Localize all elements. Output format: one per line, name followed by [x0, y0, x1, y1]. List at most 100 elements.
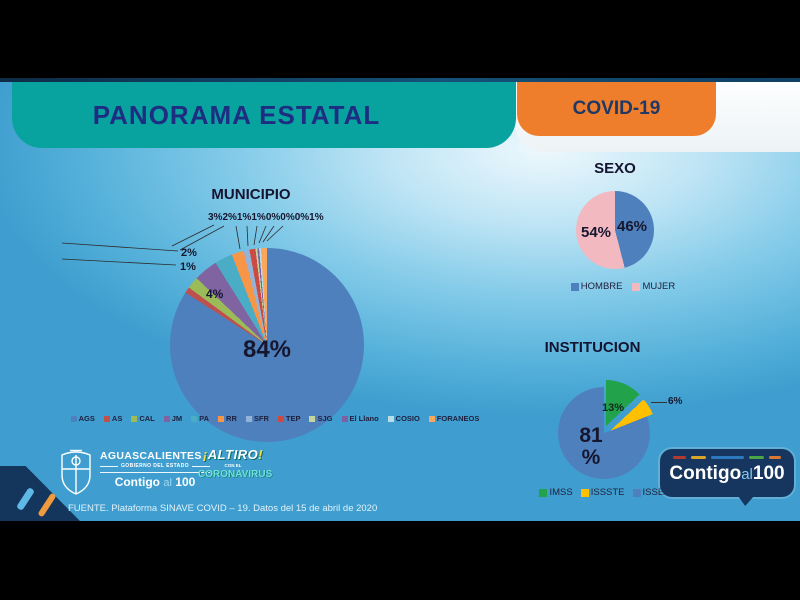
legend-swatch-icon	[103, 415, 110, 422]
municipio-chart-title: MUNICIPIO	[211, 186, 291, 203]
badge-contigo-word: Contigo	[669, 463, 742, 484]
institucion-slice-issste	[564, 385, 656, 477]
badge-dash-yellow	[691, 456, 706, 459]
legend-label: FORANEOS	[436, 414, 480, 423]
legend-label: AGS	[78, 414, 95, 423]
source-text: FUENTE. Plataforma SINAVE COVID – 19. Da…	[68, 503, 378, 514]
legend-label: SFR	[253, 414, 269, 423]
municipio-small-slice-label: 3%	[208, 212, 223, 223]
legend-swatch-icon	[632, 282, 641, 291]
altiro-con-el: CON EL	[224, 463, 242, 468]
legend-swatch-icon	[131, 415, 138, 422]
municipio-small-slice-label: 1%	[236, 212, 252, 223]
institucion-issste-label: 6%	[668, 396, 683, 407]
government-name: AGUASCALIENTES	[100, 450, 202, 462]
municipio-left-label-bottom: 1%	[180, 261, 196, 273]
municipio-top-labels: 3% 2% 1% 1% 0% 0% 0% 1%	[208, 212, 324, 223]
institucion-leader-line	[651, 402, 667, 404]
main-banner: PANORAMA ESTATAL	[12, 82, 516, 148]
legend-label: ISSSTE	[590, 487, 625, 498]
badge-dash-red	[673, 456, 686, 459]
altiro-title: ¡ALTIRO!	[198, 447, 268, 462]
legend-swatch-icon	[70, 415, 77, 422]
contigo-al-100-badge: Contigoal100	[660, 449, 794, 506]
badge-dashes	[660, 456, 794, 459]
municipio-small-slice-label: 0%	[265, 212, 281, 223]
legend-label: CAL	[139, 414, 155, 423]
legend-label: MUJER	[642, 281, 676, 292]
legend-item: CAL	[131, 414, 155, 423]
legend-swatch-icon	[309, 415, 316, 422]
top-divider-bar	[0, 78, 800, 82]
municipio-small-slice-label: 1%	[251, 212, 266, 223]
covid-badge-label: COVID-19	[572, 98, 661, 119]
legend-swatch-icon	[245, 415, 252, 422]
altiro-exclaim-open: ¡	[202, 447, 208, 462]
legend-swatch-icon	[218, 415, 225, 422]
government-subtitle-row: GOBIERNO DEL ESTADO	[100, 463, 211, 469]
sexo-legend: HOMBRE MUJER	[563, 281, 683, 292]
dashboard-background: PANORAMA ESTATAL COVID-19 MUNICIPIO 3% 2%…	[0, 78, 800, 521]
municipio-small-slice-label: 0%	[294, 212, 310, 223]
legend-item: JM	[163, 414, 182, 423]
legend-swatch-icon	[580, 488, 589, 497]
legend-label: TEP	[285, 414, 301, 423]
badge-text: Contigoal100	[660, 463, 794, 485]
sexo-pie-chart	[576, 191, 654, 269]
legend-label: RR	[226, 414, 237, 423]
legend-item: IMSS	[539, 487, 573, 498]
legend-swatch-icon	[191, 415, 198, 422]
altiro-exclaim-close: !	[258, 447, 264, 462]
institucion-pie-chart	[558, 380, 656, 479]
legend-label: El Llano	[349, 414, 379, 423]
gov-hundred-word: 100	[175, 475, 196, 489]
legend-item: RR	[218, 414, 237, 423]
legend-item: HOMBRE	[570, 281, 622, 292]
legend-item: FORANEOS	[428, 414, 480, 423]
covid-banner: COVID-19	[517, 82, 716, 136]
legend-item: AS	[103, 414, 122, 423]
legend-item: El Llano	[341, 414, 379, 423]
legend-label: IMSS	[549, 487, 573, 498]
letterbox-bottom	[0, 521, 800, 600]
badge-dash-orange	[769, 456, 781, 459]
legend-item: ISSEA	[632, 487, 671, 498]
legend-swatch-icon	[632, 488, 641, 497]
municipio-legend: AGS AS CAL JM PA RR SFR TEP SJG El Llano COSIO FORA…	[55, 414, 495, 423]
legend-item: MUJER	[632, 281, 675, 292]
government-subtitle: GOBIERNO DEL ESTADO	[121, 463, 189, 469]
coat-of-arms-icon	[61, 449, 91, 495]
badge-al-word: al	[741, 466, 753, 483]
badge-dash-blue	[711, 456, 744, 459]
legend-item: PA	[191, 414, 209, 423]
legend-swatch-icon	[428, 415, 435, 422]
municipio-jm-label: 4%	[206, 287, 224, 301]
badge-dash-green	[749, 456, 764, 459]
legend-item: SJG	[309, 414, 333, 423]
government-divider	[100, 472, 210, 473]
sexo-chart-title: SEXO	[594, 160, 636, 177]
institucion-main-value-line2: %	[581, 446, 601, 469]
legend-swatch-icon	[387, 415, 394, 422]
institucion-chart-title: INSTITUCION	[544, 339, 641, 356]
municipio-pie-chart	[170, 248, 364, 442]
institucion-legend: IMSS ISSSTE ISSEA	[530, 487, 680, 498]
gov-contigo-word: Contigo	[114, 475, 161, 489]
altiro-logo: ¡ALTIRO! CON EL CORONAVIRUS	[198, 447, 272, 480]
government-logo: AGUASCALIENTES GOBIERNO DEL ESTADO Conti…	[100, 450, 211, 489]
legend-label: SJG	[317, 414, 333, 423]
legend-swatch-icon	[163, 415, 170, 422]
legend-swatch-icon	[570, 282, 579, 291]
municipio-left-label-top: 2%	[181, 247, 197, 259]
subtitle-line-right	[192, 465, 211, 467]
municipio-small-slice-label: 0%	[280, 212, 295, 223]
legend-swatch-icon	[277, 415, 284, 422]
government-contigo-line: Contigo al 100	[100, 475, 210, 489]
gov-al-word: al	[163, 477, 172, 489]
institucion-main-value-label: 81 %	[568, 425, 614, 469]
legend-label: COSIO	[395, 414, 420, 423]
letterbox-top	[0, 0, 800, 78]
sexo-hombre-label: 46%	[617, 218, 648, 235]
badge-speech-tail	[738, 496, 754, 506]
legend-item: SFR	[245, 414, 269, 423]
